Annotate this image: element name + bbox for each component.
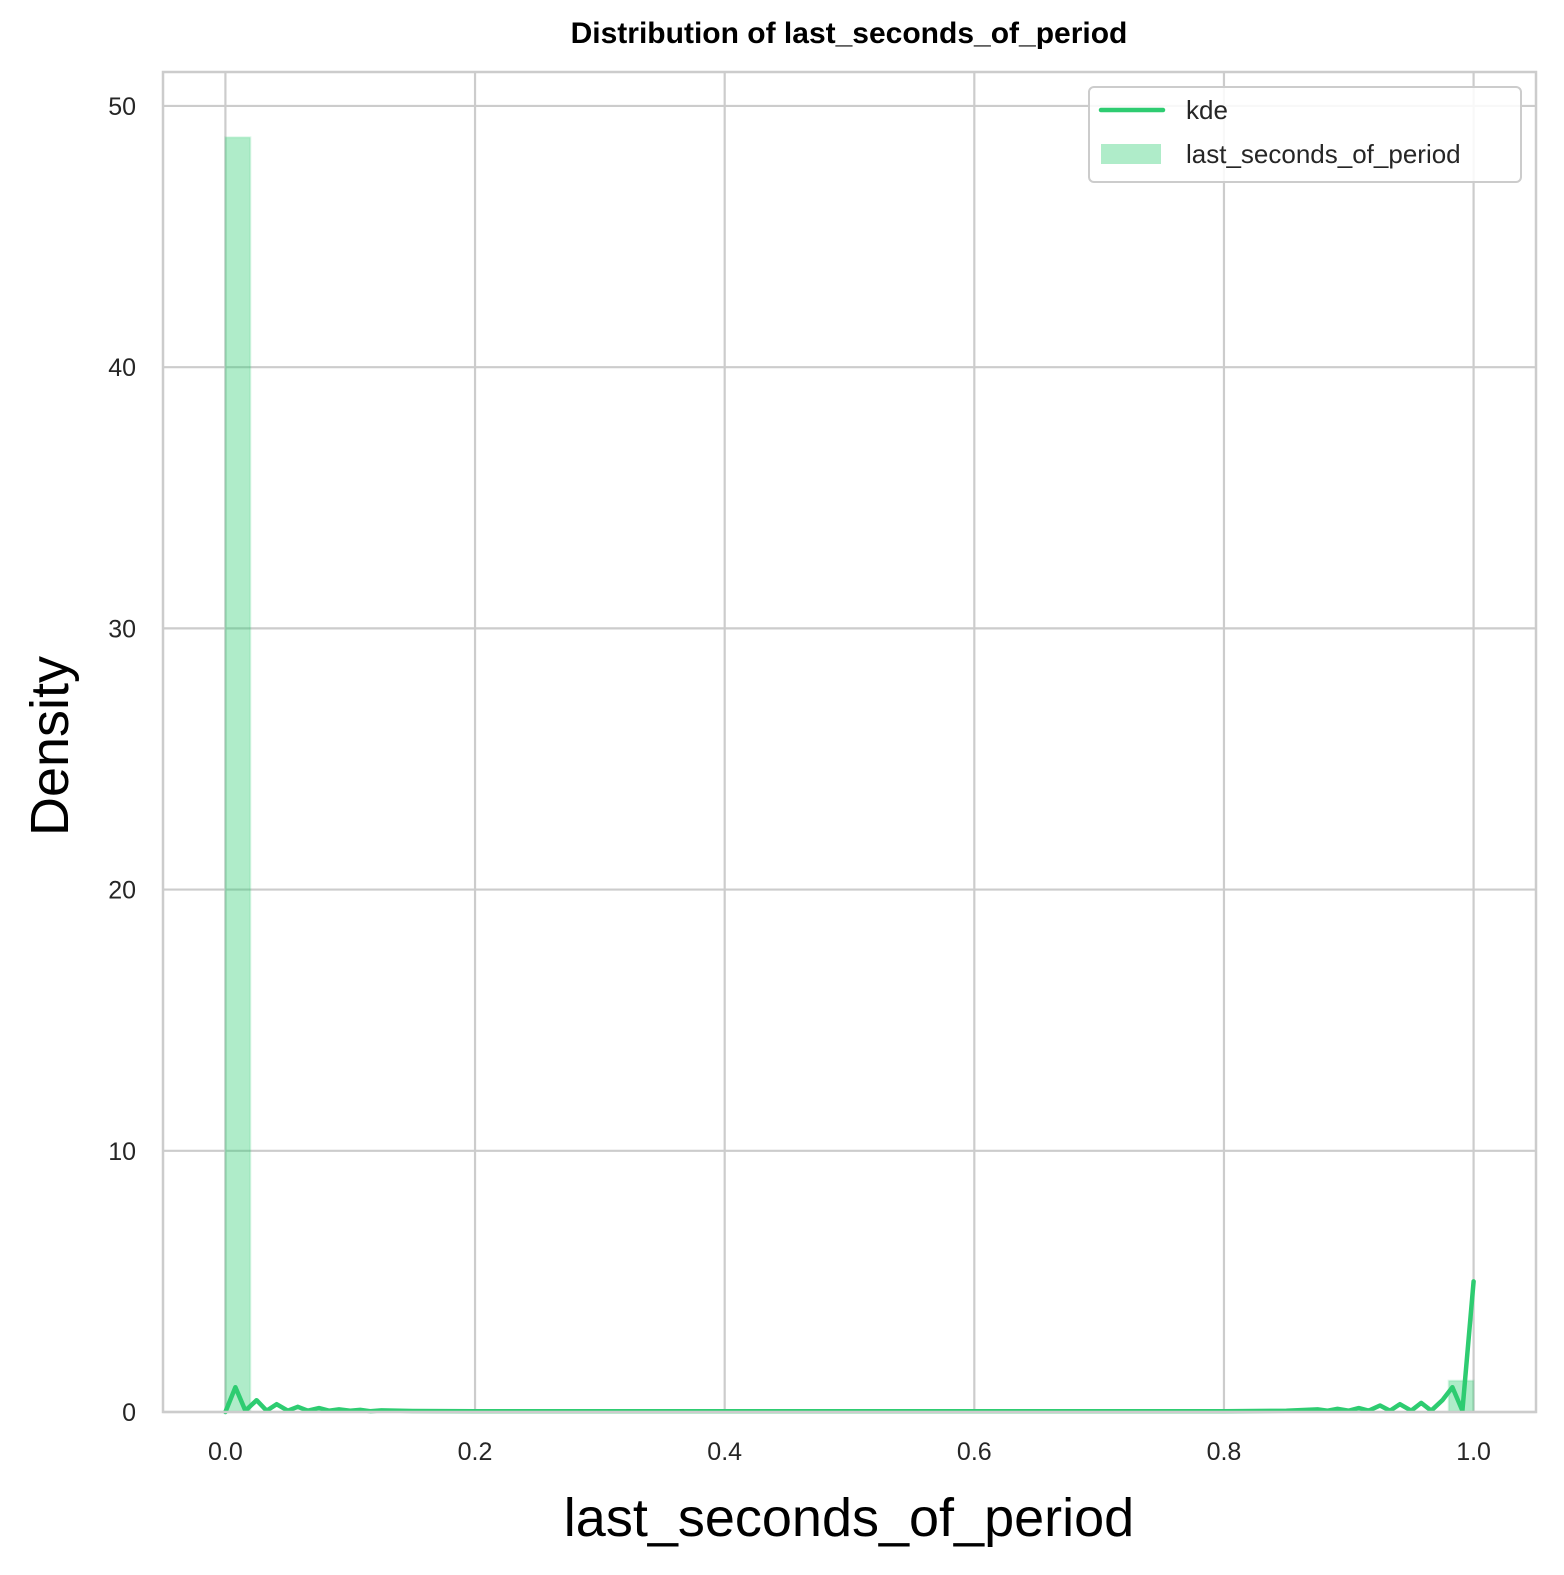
grid-layer <box>163 72 1536 1414</box>
chart-title: Distribution of last_seconds_of_period <box>571 17 1128 50</box>
legend: kde last_seconds_of_period <box>1088 86 1522 183</box>
legend-kde-label: kde <box>1186 95 1228 125</box>
y-tick-label: 50 <box>108 93 136 121</box>
x-tick-label: 0.4 <box>707 1438 742 1466</box>
x-tick-label: 0.8 <box>1207 1438 1242 1466</box>
y-tick-label: 20 <box>108 877 136 905</box>
histogram-bars <box>224 136 1475 1414</box>
legend-histogram-label: last_seconds_of_period <box>1186 139 1461 169</box>
y-axis-label: Density <box>20 656 80 836</box>
kde-line <box>223 1279 1476 1415</box>
x-axis-label: last_seconds_of_period <box>564 1488 1134 1548</box>
x-tick-label: 0.6 <box>957 1438 992 1466</box>
legend-histogram-swatch <box>1101 144 1161 164</box>
y-tick-label: 10 <box>108 1138 136 1166</box>
x-tick-label: 1.0 <box>1456 1438 1491 1466</box>
x-tick-label: 0.0 <box>208 1438 243 1466</box>
tick-labels: 0.0 0.2 0.4 0.6 0.8 1.0 0 10 20 30 40 50 <box>108 93 1491 1466</box>
histogram-bar <box>224 136 252 1414</box>
kde-layer <box>223 1279 1476 1415</box>
y-tick-label: 30 <box>108 615 136 643</box>
x-tick-label: 0.2 <box>458 1438 493 1466</box>
plot-frame <box>161 70 1538 1414</box>
y-tick-label: 0 <box>122 1399 136 1427</box>
y-tick-label: 40 <box>108 354 136 382</box>
legend-box <box>1088 86 1522 183</box>
